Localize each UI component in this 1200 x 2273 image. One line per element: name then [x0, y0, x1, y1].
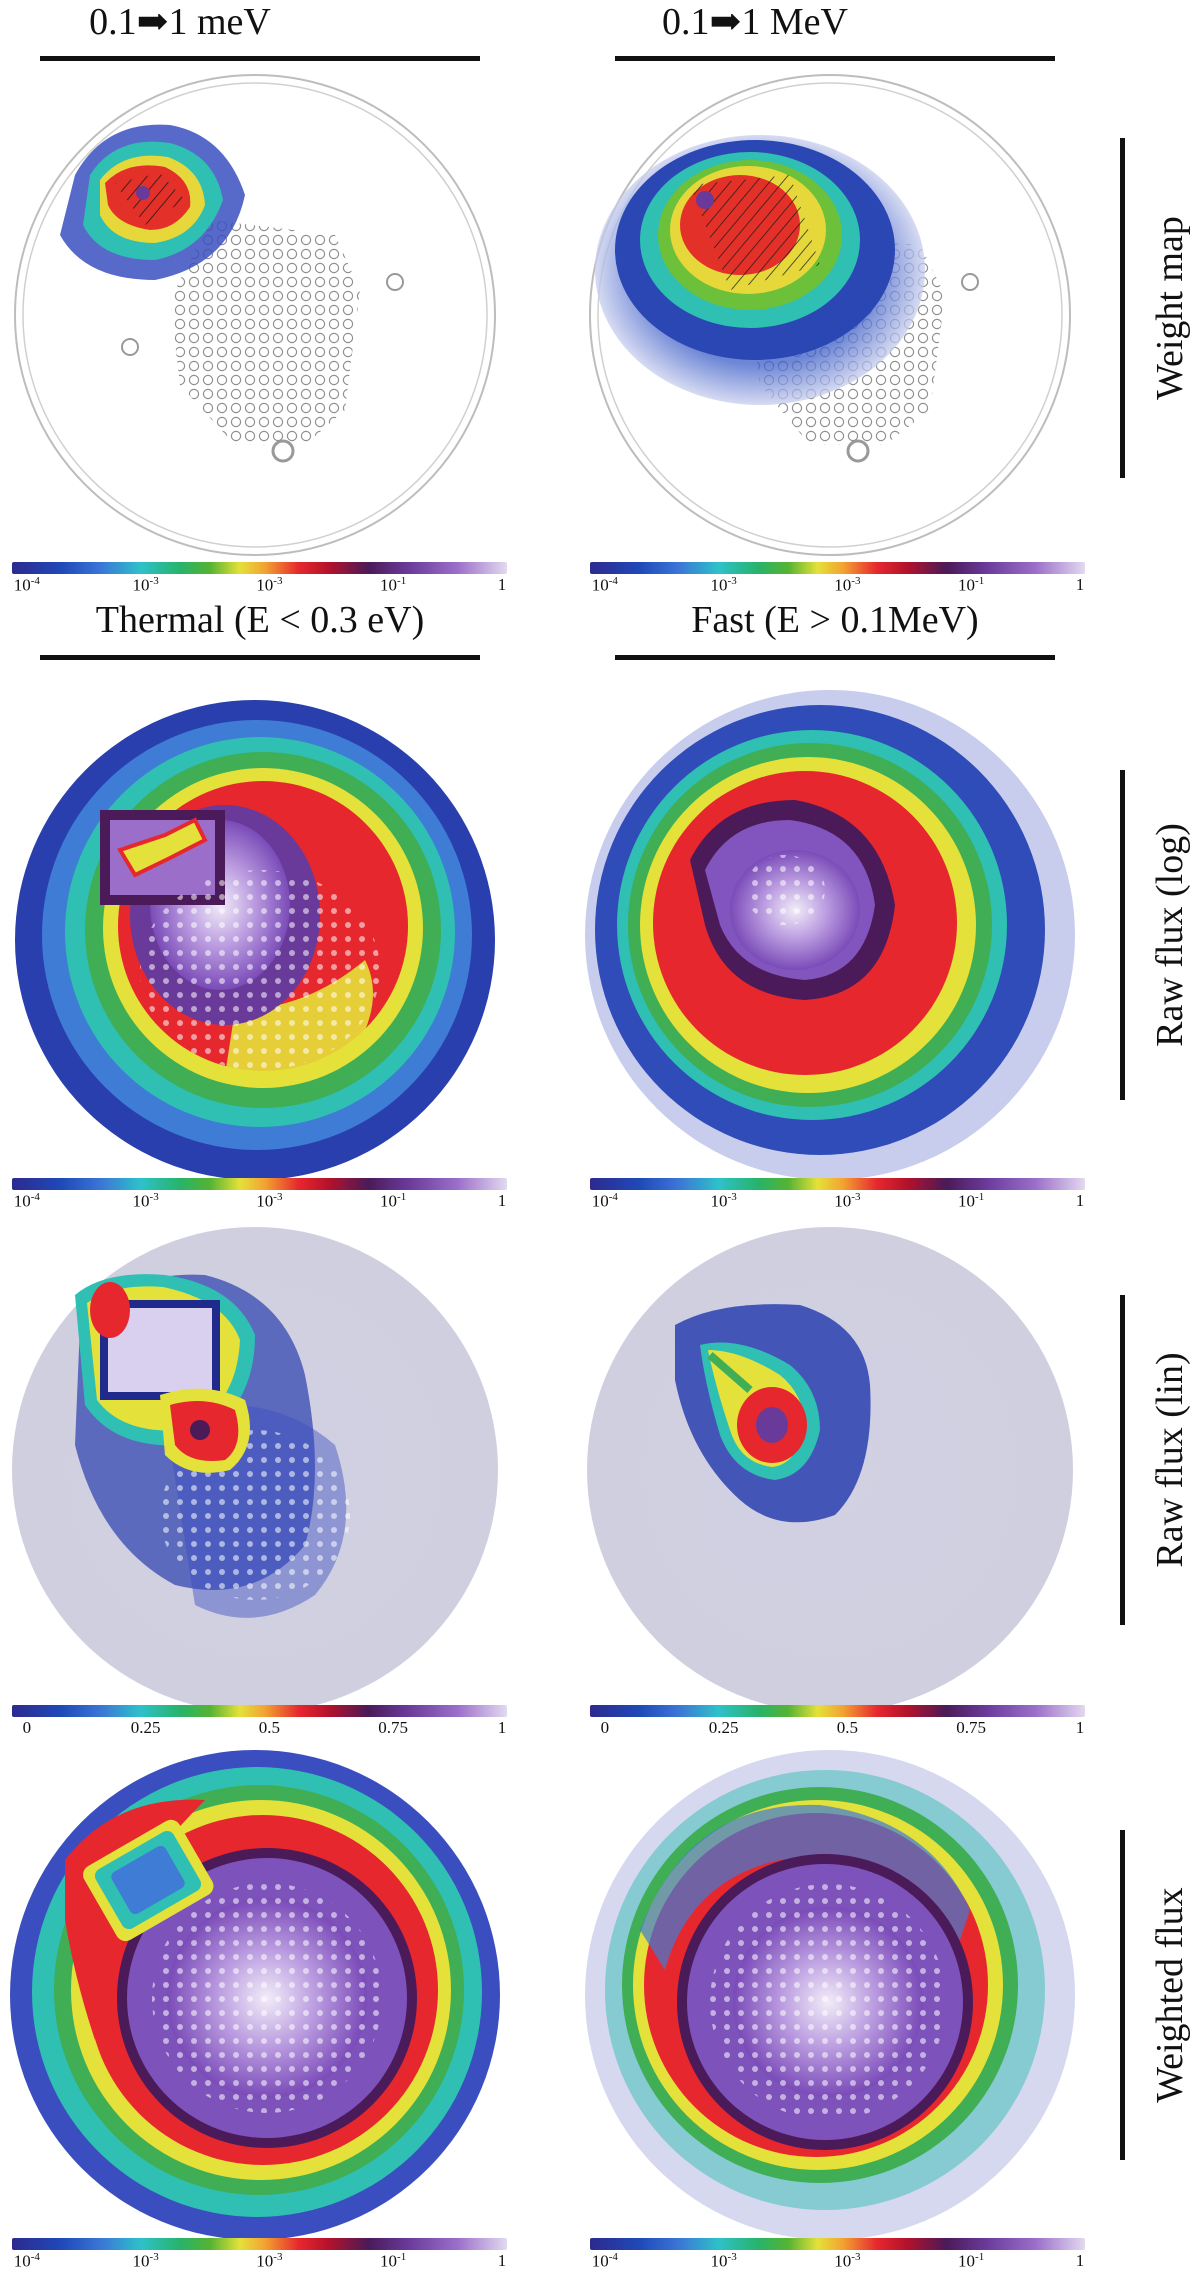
weight-map-panel-fast [589, 74, 1071, 556]
colorbar-log [590, 562, 1085, 574]
colorbar-ticks: 10-4 10-3 10-3 10-1 1 [591, 1191, 1085, 1211]
column-title-top-left: 0.1➡1 meV [89, 1, 271, 43]
title-underline [615, 655, 1055, 660]
colorbar-log [590, 2238, 1085, 2250]
colorbar-linear [12, 1705, 507, 1717]
weight-map-panel-thermal [14, 74, 496, 556]
row-divider [1120, 1295, 1125, 1625]
colorbar-ticks: 10-4 10-3 10-3 10-1 1 [13, 1191, 507, 1211]
title-underline [40, 655, 480, 660]
colorbar-log [590, 1178, 1085, 1190]
colorbar-ticks: 10-4 10-3 10-3 10-1 1 [591, 575, 1085, 595]
column-title-fast: Fast (E > 0.1MeV) [691, 599, 979, 641]
colorbar-log [12, 2238, 507, 2250]
title-underline [615, 56, 1055, 61]
raw-flux-lin-panel-thermal [12, 1227, 498, 1713]
column-title-top-right: 0.1➡1 MeV [662, 1, 848, 43]
colorbar-ticks: 10-4 10-3 10-3 10-1 1 [591, 2251, 1085, 2271]
row-label-weight-map: Weight map [1149, 216, 1191, 400]
colorbar-ticks: 0 0.25 0.5 0.75 1 [600, 1718, 1085, 1737]
colorbar-log [12, 562, 507, 574]
row-divider [1120, 1830, 1125, 2160]
colorbar-ticks: 10-4 10-3 10-3 10-1 1 [13, 575, 507, 595]
row-label-raw-flux-log: Raw flux (log) [1149, 823, 1191, 1047]
weighted-flux-panel-thermal [10, 1750, 500, 2240]
weighted-flux-panel-fast [585, 1750, 1075, 2240]
row-label-raw-flux-lin: Raw flux (lin) [1149, 1352, 1191, 1568]
colorbar-ticks: 10-4 10-3 10-3 10-1 1 [13, 2251, 507, 2271]
colorbar-linear [590, 1705, 1085, 1717]
column-title-thermal: Thermal (E < 0.3 eV) [95, 599, 425, 641]
row-divider [1120, 770, 1125, 1100]
colorbar-log [12, 1178, 507, 1190]
raw-flux-log-panel-fast [585, 690, 1075, 1180]
raw-flux-log-panel-thermal [15, 700, 495, 1180]
raw-flux-lin-panel-fast [587, 1227, 1073, 1713]
title-underline [40, 56, 480, 61]
row-label-weighted-flux: Weighted flux [1149, 1887, 1191, 2103]
colorbar-ticks: 0 0.25 0.5 0.75 1 [22, 1718, 507, 1737]
row-divider [1120, 138, 1125, 478]
